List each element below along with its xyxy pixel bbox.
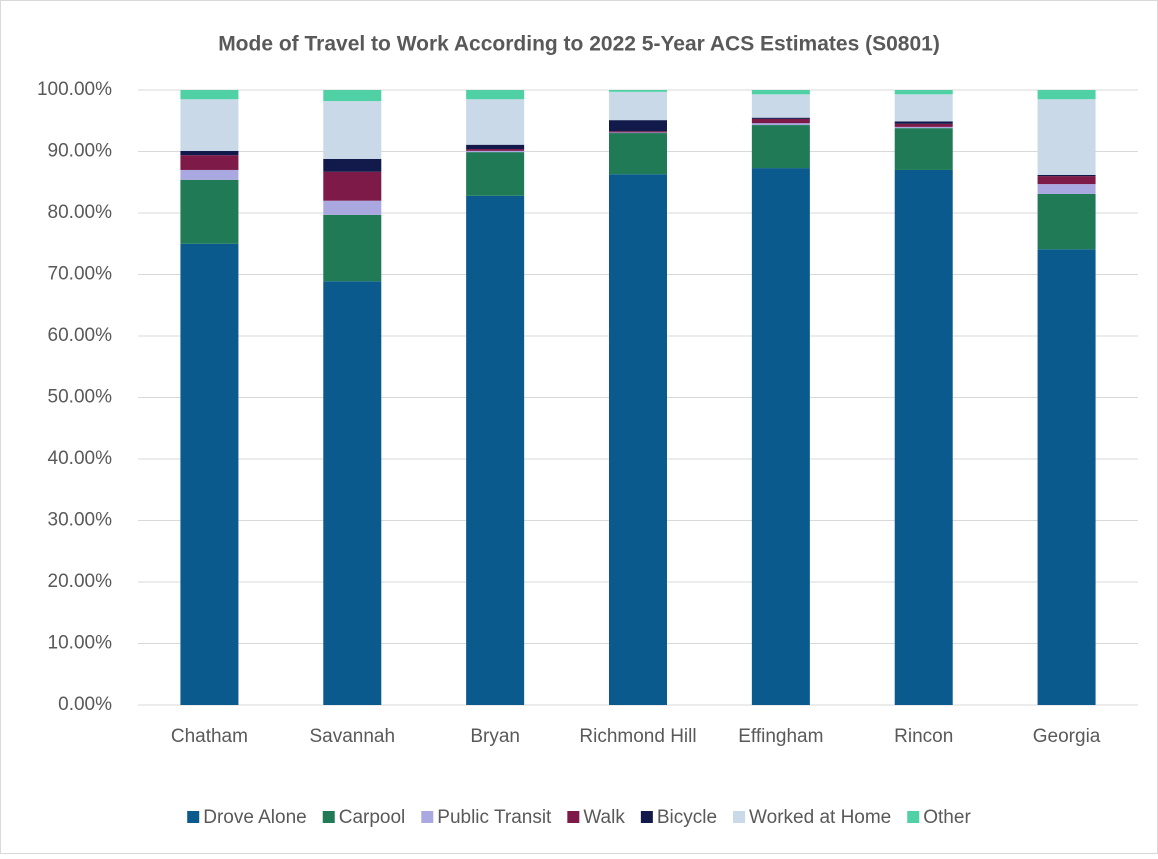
- bar-segment: [180, 243, 239, 705]
- bar-segment: [1037, 90, 1096, 100]
- bar-segment: [1037, 99, 1096, 175]
- legend-label: Worked at Home: [749, 807, 891, 828]
- bar-segment: [323, 158, 382, 172]
- bar-segment: [1037, 176, 1096, 185]
- bar-segment: [894, 121, 953, 124]
- bar-segment: [894, 128, 953, 170]
- bar-segment: [609, 90, 667, 92]
- bar-segment: [323, 214, 382, 282]
- y-tick-label: 50.00%: [48, 387, 113, 408]
- bar-segment: [323, 101, 382, 159]
- y-tick-label: 60.00%: [48, 325, 113, 346]
- legend-label: Other: [923, 807, 971, 828]
- legend-label: Walk: [583, 807, 625, 828]
- legend-swatch: [640, 811, 653, 823]
- x-tick-label: Rincon: [894, 726, 953, 747]
- bar-segment: [180, 90, 239, 100]
- legend-swatch: [907, 811, 920, 823]
- bar-segment: [466, 149, 525, 151]
- bar-segment: [323, 281, 382, 705]
- bar-segment: [751, 94, 810, 118]
- y-tick-label: 80.00%: [48, 202, 113, 223]
- bar-segment: [751, 125, 810, 169]
- bar-segment: [609, 174, 667, 705]
- bar-segment: [1037, 174, 1096, 177]
- bar-segment: [180, 99, 239, 151]
- bar-segment: [466, 195, 525, 705]
- bar-segment: [323, 200, 382, 215]
- bar-segment: [466, 152, 525, 196]
- legend-swatch: [322, 811, 335, 823]
- y-tick-label: 90.00%: [48, 141, 113, 162]
- bar-segment: [751, 123, 810, 126]
- legend-label: Bicycle: [657, 807, 717, 828]
- legend-swatch: [567, 811, 580, 823]
- bar-segment: [894, 94, 953, 122]
- bar-segment: [894, 90, 953, 95]
- bar-segment: [466, 90, 525, 100]
- bar-segment: [180, 155, 239, 170]
- bar-segment: [609, 132, 667, 134]
- bar-segment: [751, 117, 810, 119]
- x-tick-label: Georgia: [1033, 726, 1101, 747]
- x-tick-label: Savannah: [309, 726, 395, 747]
- bar-segment: [180, 179, 239, 244]
- legend-swatch: [187, 811, 200, 823]
- legend-label: Carpool: [339, 807, 406, 828]
- bar-segment: [609, 91, 667, 121]
- y-tick-label: 20.00%: [48, 571, 113, 592]
- x-tick-label: Richmond Hill: [579, 726, 696, 747]
- bar-segment: [609, 120, 667, 132]
- y-tick-label: 40.00%: [48, 448, 113, 469]
- bar-segment: [894, 123, 953, 127]
- bar-segment: [751, 118, 810, 124]
- bar-segment: [609, 131, 667, 133]
- y-tick-label: 10.00%: [48, 633, 113, 654]
- chart-title: Mode of Travel to Work According to 2022…: [218, 33, 940, 56]
- bar-segment: [180, 150, 239, 156]
- y-tick-label: 70.00%: [48, 264, 113, 285]
- y-tick-label: 100.00%: [37, 79, 112, 100]
- bar-segment: [751, 90, 810, 95]
- bar-segment: [1037, 193, 1096, 250]
- bar-segment: [466, 99, 525, 145]
- bar-segment: [180, 169, 239, 180]
- y-tick-label: 30.00%: [48, 510, 113, 531]
- bar-segment: [1037, 184, 1096, 194]
- x-tick-label: Bryan: [470, 726, 520, 747]
- bar-segment: [751, 168, 810, 706]
- x-tick-label: Effingham: [738, 726, 823, 747]
- legend-label: Public Transit: [437, 807, 552, 828]
- bar-segment: [609, 133, 667, 175]
- bar-segment: [323, 171, 382, 201]
- legend-swatch: [733, 811, 746, 823]
- x-tick-label: Chatham: [171, 726, 248, 747]
- bar-segment: [894, 126, 953, 129]
- bar-segment: [323, 90, 382, 102]
- legend-label: Drove Alone: [203, 807, 307, 828]
- bar-segment: [466, 150, 525, 153]
- bar-segment: [1037, 249, 1096, 705]
- bar-segment: [894, 169, 953, 705]
- legend-swatch: [421, 811, 434, 823]
- y-tick-label: 0.00%: [58, 694, 112, 715]
- bar-segment: [466, 144, 525, 150]
